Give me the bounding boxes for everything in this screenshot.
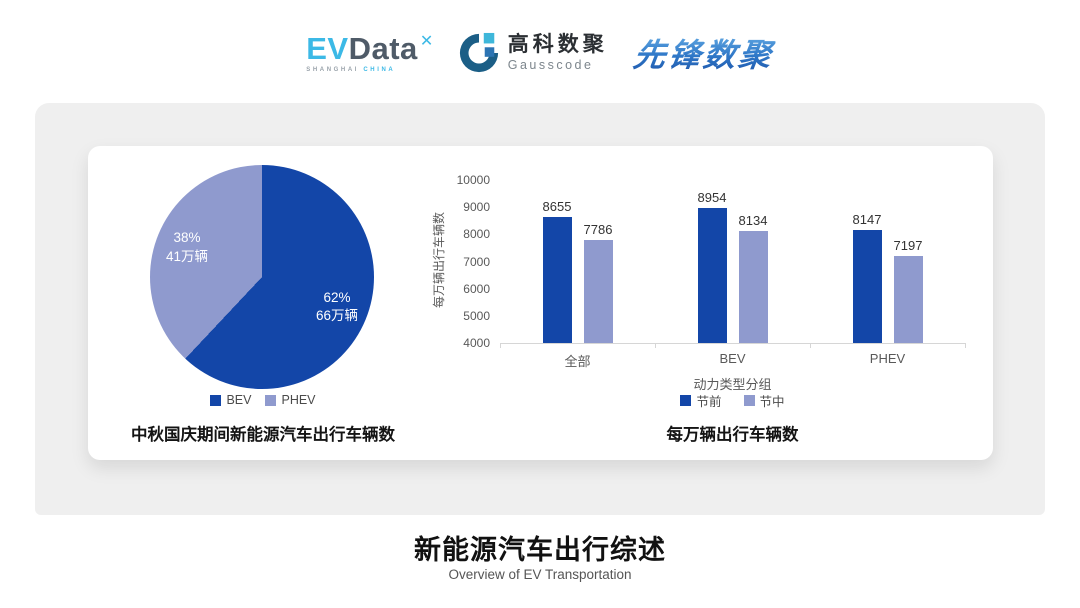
y-axis-tick-label: 7000 — [463, 254, 490, 269]
y-axis-tick-label: 9000 — [463, 200, 490, 215]
evdata-x-icon: ✕ — [419, 33, 434, 50]
xianfeng-logo: 先锋数聚 — [630, 30, 776, 76]
page-subtitle: Overview of EV Transportation — [448, 567, 632, 582]
bar-value-label: 8954 — [697, 190, 727, 206]
bar-chart-title: 每万辆出行车辆数 — [666, 426, 799, 444]
dashboard-panel: BEV PHEV 中秋国庆期间新能源汽车出行车辆数 62% 66万辆 38% 41万辆 … — [35, 103, 1045, 515]
pie-slice-value: 41万辆 — [166, 248, 209, 264]
pie-graphic — [150, 165, 374, 389]
y-axis-tick-label: 10000 — [456, 173, 490, 187]
pie-chart-title: 中秋国庆期间新能源汽车出行车辆数 — [131, 426, 395, 444]
header-logos: EVData ✕ SHANGHAI CHINA 高科数聚 Gausscode 先锋… — [0, 18, 1080, 88]
evdata-china-text: CHINA — [363, 67, 396, 73]
bar — [852, 230, 882, 343]
bar — [738, 230, 768, 343]
pie-slice-value: 66万辆 — [315, 307, 358, 323]
y-axis-tick-label: 5000 — [463, 308, 490, 323]
legend-swatch — [265, 394, 277, 406]
x-axis-tick — [655, 343, 656, 348]
evdata-data-text: Data — [348, 31, 418, 66]
bar-category-label: PHEV — [869, 351, 906, 366]
x-axis-tick — [500, 343, 501, 348]
x-axis-tick — [965, 343, 966, 348]
evdata-subtitle: SHANGHAI CHINA — [306, 67, 395, 73]
legend-item: BEV — [210, 393, 251, 407]
x-axis-line — [500, 343, 965, 344]
bar-category-label: BEV — [719, 351, 746, 366]
bar-value-label: 7197 — [893, 238, 923, 254]
bar — [697, 208, 727, 343]
gausscode-en-text: Gausscode — [507, 57, 594, 72]
bar — [583, 240, 613, 343]
pie-slice-label: 38% 41万辆 — [166, 229, 208, 265]
legend-label: 节中 — [759, 394, 785, 409]
bar-legend: 节前 节中 — [500, 391, 965, 410]
legend-swatch — [680, 394, 692, 406]
page-title: 新能源汽车出行综述 — [414, 535, 666, 565]
gausscode-g-icon — [458, 32, 500, 74]
y-axis-tick-label: 6000 — [463, 281, 490, 296]
legend-item: 节中 — [743, 391, 785, 410]
charts-card: BEV PHEV 中秋国庆期间新能源汽车出行车辆数 62% 66万辆 38% 41万辆 … — [88, 146, 993, 460]
evdata-ev-text: EV — [306, 31, 349, 66]
bar-x-axis-label: 动力类型分组 — [693, 377, 772, 392]
bar-category-label: 全部 — [564, 354, 591, 369]
bar-chart: 每万辆出行车辆数 动力类型分组 节前 节中 每万辆出行车辆数 4000 5000 60… — [88, 146, 993, 460]
bar-value-label: 7786 — [583, 222, 613, 238]
pie-slice-percent: 62% — [323, 289, 351, 305]
legend-label: PHEV — [281, 393, 316, 407]
legend-item: 节前 — [680, 391, 722, 410]
evdata-wordmark: EVData ✕ — [306, 31, 434, 66]
evdata-logo: EVData ✕ SHANGHAI CHINA — [306, 31, 434, 73]
bar — [542, 216, 572, 343]
legend-label: 节前 — [696, 394, 722, 409]
bar-value-label: 8134 — [738, 212, 768, 228]
bar-value-label: 8655 — [542, 198, 572, 214]
pie-legend: BEV PHEV — [88, 392, 438, 408]
pie-slice-label: 62% 66万辆 — [316, 288, 358, 324]
bar-value-label: 8147 — [852, 212, 882, 228]
y-axis-tick-label: 4000 — [463, 336, 490, 350]
gausscode-logo: 高科数聚 Gausscode — [458, 32, 608, 74]
pie-slice-percent: 38% — [173, 230, 201, 246]
legend-swatch — [210, 394, 222, 406]
pie-chart: BEV PHEV 中秋国庆期间新能源汽车出行车辆数 62% 66万辆 38% 41万辆 — [88, 146, 448, 460]
y-axis-tick-label: 8000 — [463, 227, 490, 242]
gausscode-cn-text: 高科数聚 — [507, 33, 608, 57]
legend-label: BEV — [226, 393, 252, 407]
legend-item: PHEV — [265, 393, 316, 407]
bar — [893, 256, 923, 343]
evdata-shanghai-text: SHANGHAI — [306, 67, 360, 73]
gausscode-text: 高科数聚 Gausscode — [507, 33, 608, 72]
legend-swatch — [743, 394, 755, 406]
x-axis-tick — [810, 343, 811, 348]
